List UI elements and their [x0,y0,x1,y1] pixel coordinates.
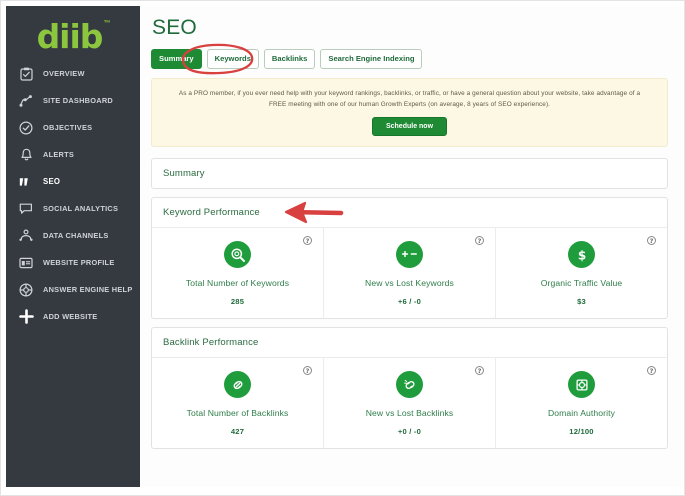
backlink-performance-heading: Backlink Performance [152,328,667,358]
help-icon[interactable]: ? [647,366,656,375]
summary-panel: Summary [151,158,668,189]
chain-link-icon [224,371,251,398]
sidebar: diib ™ OVERVIEW SITE DASHBOARD OBJECTIVES [6,6,140,487]
metric-label: New vs Lost Backlinks [365,408,454,418]
logo-text: diib [36,16,104,56]
metric-label: Domain Authority [547,408,616,418]
sidebar-item-label: SOCIAL ANALYTICS [43,204,119,213]
sidebar-item-social-analytics[interactable]: SOCIAL ANALYTICS [6,195,140,222]
keyword-performance-panel: Keyword Performance ? Total Number of Ke… [151,197,668,319]
sidebar-item-overview[interactable]: OVERVIEW [6,60,140,87]
help-icon[interactable]: ? [475,236,484,245]
sidebar-item-label: ANSWER ENGINE HELP [43,285,133,294]
sidebar-item-seo[interactable]: SEO [6,168,140,195]
summary-heading: Summary [163,168,205,179]
help-icon[interactable]: ? [303,366,312,375]
dollar-icon: $ [568,241,595,268]
pro-member-banner: As a PRO member, if you ever need help w… [151,77,668,147]
metric-value: 285 [230,297,245,306]
tab-summary[interactable]: Summary [151,49,202,69]
broken-chain-icon [396,371,423,398]
help-icon[interactable]: ? [303,236,312,245]
window-list-icon [16,254,36,272]
metric-card-new-vs-lost-backlinks: ? New vs Lost Backlinks +0 / -0 [324,358,496,448]
backlink-cards: ? Total Number of Backlinks 427 ? New vs… [152,358,667,448]
magnifier-keyword-icon [224,241,251,268]
sidebar-item-add-website[interactable]: ADD WEBSITE [6,303,140,330]
sidebar-item-label: SITE DASHBOARD [43,96,114,105]
promo-text: As a PRO member, if you ever need help w… [178,89,641,108]
tab-bar: Summary Keywords Backlinks Search Engine… [151,49,668,69]
brand-logo[interactable]: diib ™ [6,12,140,60]
globe-target-icon [16,281,36,299]
metric-card-new-vs-lost-keywords: ? New vs Lost Keywords +6 / -0 [324,228,496,318]
metric-value: $3 [577,297,586,306]
sidebar-item-objectives[interactable]: OBJECTIVES [6,114,140,141]
metric-label: New vs Lost Keywords [365,278,454,288]
keyword-performance-heading: Keyword Performance [152,198,667,228]
sidebar-item-answer-engine-help[interactable]: ANSWER ENGINE HELP [6,276,140,303]
metric-value: 427 [230,427,245,436]
metric-label: Total Number of Keywords [185,278,290,288]
metric-card-total-keywords: ? Total Number of Keywords 285 [152,228,324,318]
metric-card-organic-traffic-value: ? $ Organic Traffic Value $3 [496,228,667,318]
metric-card-total-backlinks: ? Total Number of Backlinks 427 [152,358,324,448]
metric-label: Total Number of Backlinks [186,408,289,418]
sidebar-item-label: SEO [43,177,61,186]
sidebar-item-data-channels[interactable]: DATA CHANNELS [6,222,140,249]
keyword-cards: ? Total Number of Keywords 285 ? New vs … [152,228,667,318]
speech-bubble-icon [16,200,36,218]
chart-nodes-icon [16,92,36,110]
help-icon[interactable]: ? [475,366,484,375]
sidebar-item-label: OBJECTIVES [43,123,93,132]
plus-icon [16,308,36,326]
sidebar-item-label: OVERVIEW [43,69,85,78]
sidebar-item-label: ADD WEBSITE [43,312,98,321]
metric-value: +0 / -0 [397,427,422,436]
quote-marks-icon [16,173,36,191]
metric-value: +6 / -0 [397,297,422,306]
authority-badge-icon [568,371,595,398]
sidebar-item-label: DATA CHANNELS [43,231,109,240]
metric-card-domain-authority: ? Domain Authority 12/100 [496,358,667,448]
check-circle-icon [16,119,36,137]
clipboard-check-icon [16,65,36,83]
sidebar-item-label: WEBSITE PROFILE [43,258,115,267]
sidebar-item-website-profile[interactable]: WEBSITE PROFILE [6,249,140,276]
sidebar-item-alerts[interactable]: ALERTS [6,141,140,168]
tab-keywords[interactable]: Keywords [206,49,259,69]
sidebar-item-site-dashboard[interactable]: SITE DASHBOARD [6,87,140,114]
metric-label: Organic Traffic Value [540,278,623,288]
plus-minus-icon [396,241,423,268]
help-icon[interactable]: ? [647,236,656,245]
svg-text:$: $ [577,248,585,262]
schedule-now-button[interactable]: Schedule now [371,117,448,136]
tab-backlinks[interactable]: Backlinks [263,49,316,69]
bell-icon [16,146,36,164]
tab-search-engine-indexing[interactable]: Search Engine Indexing [320,49,423,69]
trademark-symbol: ™ [103,19,111,27]
metric-value: 12/100 [569,427,594,436]
page-title: SEO [152,16,197,39]
backlink-performance-panel: Backlink Performance ? Total Number of B… [151,327,668,449]
sidebar-item-label: ALERTS [43,150,75,159]
sitemap-icon [16,227,36,245]
main-content: SEO Summary Keywords Backlinks Search En… [140,6,681,487]
